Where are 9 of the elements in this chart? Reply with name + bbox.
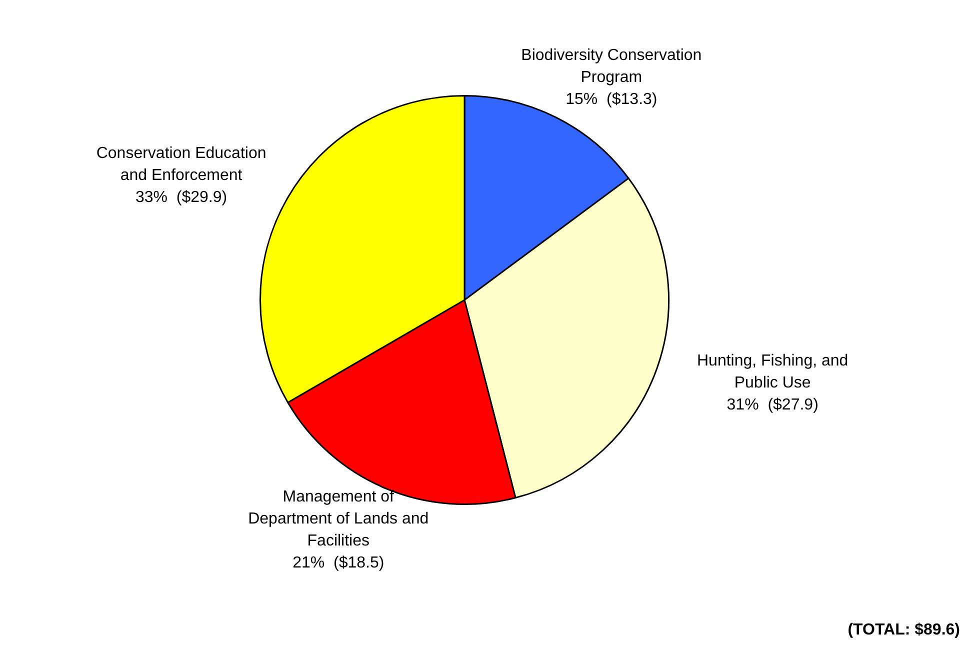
data-label: 31% ($27.9) xyxy=(726,396,818,414)
slice-label: Conservation Education and Enforcement xyxy=(96,145,266,184)
text: (TOTAL: $89.6) xyxy=(848,621,960,638)
slice-label: Management of Department of Lands and Facilities xyxy=(248,488,429,550)
slice-label: Biodiversity Conservation Program xyxy=(521,46,702,86)
data-label: 33% ($29.9) xyxy=(135,189,228,206)
data-label: 21% ($18.5) xyxy=(292,554,384,572)
data-label: 15% ($13.3) xyxy=(566,90,658,108)
slice-label: Hunting, Fishing, and Public Use xyxy=(696,352,848,392)
